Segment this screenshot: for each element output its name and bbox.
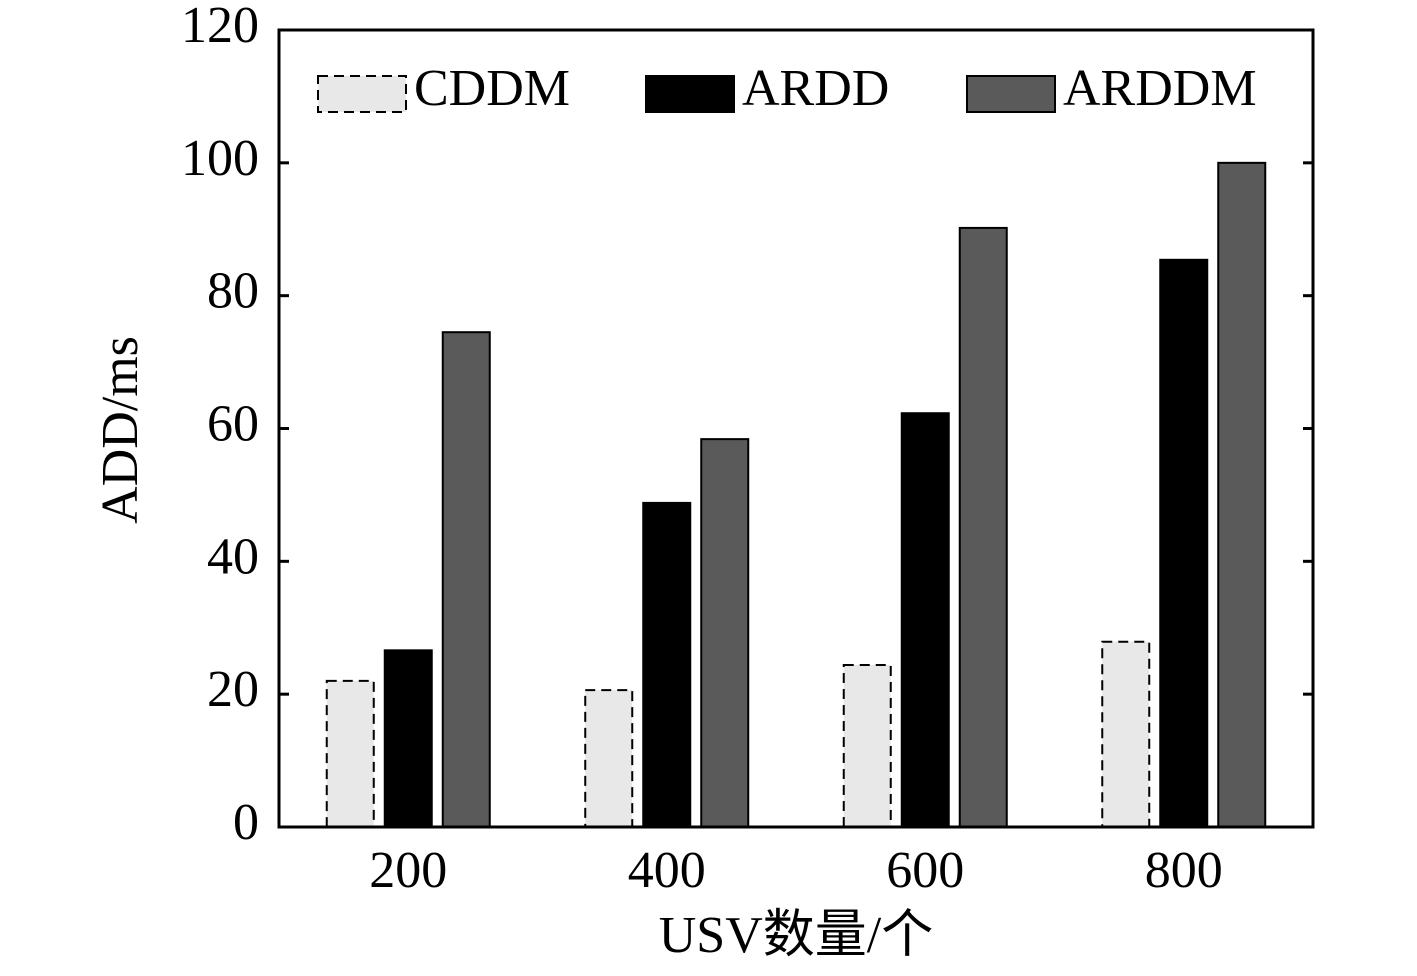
- bar: [1217, 161, 1267, 829]
- y-axis-label: ADD/ms: [92, 336, 149, 524]
- bar: [325, 679, 375, 829]
- legend-label: ARDDM: [1063, 60, 1257, 117]
- bar: [584, 689, 634, 828]
- bar: [441, 331, 491, 828]
- bar: [900, 412, 950, 828]
- x-axis-label: USV数量/个: [659, 907, 933, 964]
- y-tick-label: 0: [233, 794, 259, 851]
- bar: [842, 663, 892, 829]
- bar: [1101, 640, 1151, 829]
- x-tick-label: 200: [369, 842, 447, 899]
- bar: [383, 649, 433, 828]
- legend-swatch: [317, 75, 407, 113]
- y-tick-label: 60: [207, 395, 259, 452]
- x-tick-label: 400: [628, 842, 706, 899]
- bar: [1159, 258, 1209, 828]
- y-tick-label: 100: [181, 130, 259, 187]
- y-tick-label: 80: [207, 263, 259, 320]
- x-tick-label: 800: [1145, 842, 1223, 899]
- legend-label: ARDD: [742, 60, 889, 117]
- bar: [700, 438, 750, 828]
- bar: [958, 226, 1008, 828]
- legend-swatch: [966, 75, 1056, 113]
- x-tick-label: 600: [886, 842, 964, 899]
- legend-label: CDDM: [414, 60, 570, 117]
- y-tick-label: 120: [181, 0, 259, 54]
- legend-swatch: [645, 75, 735, 113]
- y-tick-label: 20: [207, 661, 259, 718]
- bar: [642, 501, 692, 828]
- plot-frame: [277, 28, 1315, 829]
- y-tick-label: 40: [207, 528, 259, 585]
